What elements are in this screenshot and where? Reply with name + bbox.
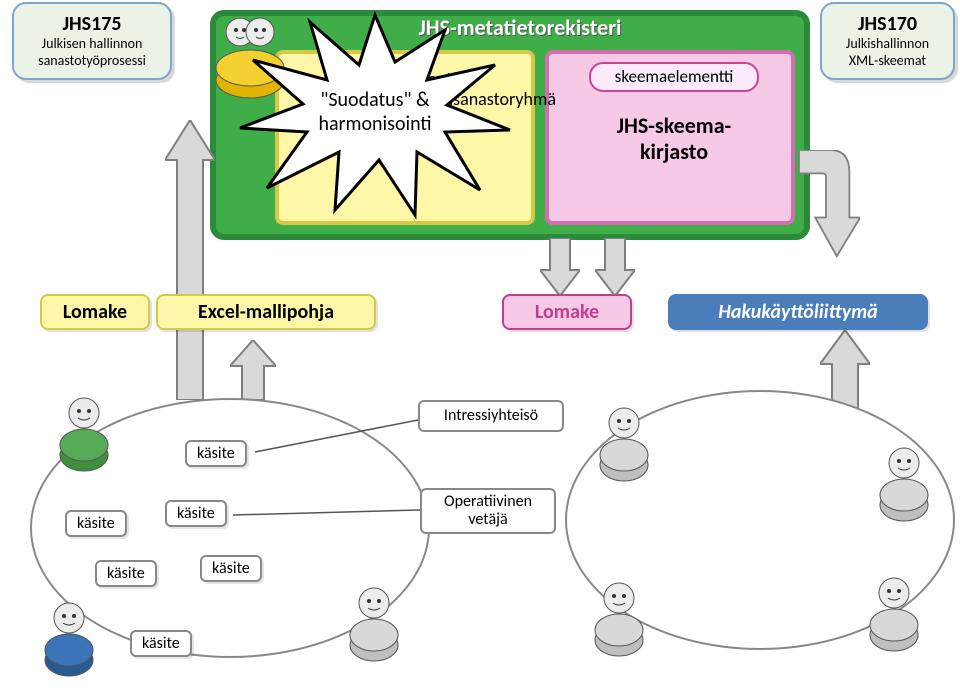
oper-line2: vetäjä bbox=[468, 511, 507, 529]
person-blue-left-bottom bbox=[40, 600, 98, 683]
person-grey-r3 bbox=[590, 580, 648, 663]
person-grey-r2 bbox=[875, 445, 933, 528]
person-grey-r4 bbox=[865, 575, 923, 658]
oper-callout: Operatiivinen vetäjä bbox=[420, 488, 556, 534]
person-grey-left-bottom bbox=[345, 585, 403, 668]
intressi-callout: Intressiyhteisö bbox=[418, 400, 564, 432]
person-green-left bbox=[55, 395, 113, 478]
oper-line1: Operatiivinen bbox=[444, 493, 532, 511]
leader-lines bbox=[0, 0, 960, 696]
person-grey-r1 bbox=[595, 405, 653, 488]
intressi-label: Intressiyhteisö bbox=[444, 407, 538, 425]
